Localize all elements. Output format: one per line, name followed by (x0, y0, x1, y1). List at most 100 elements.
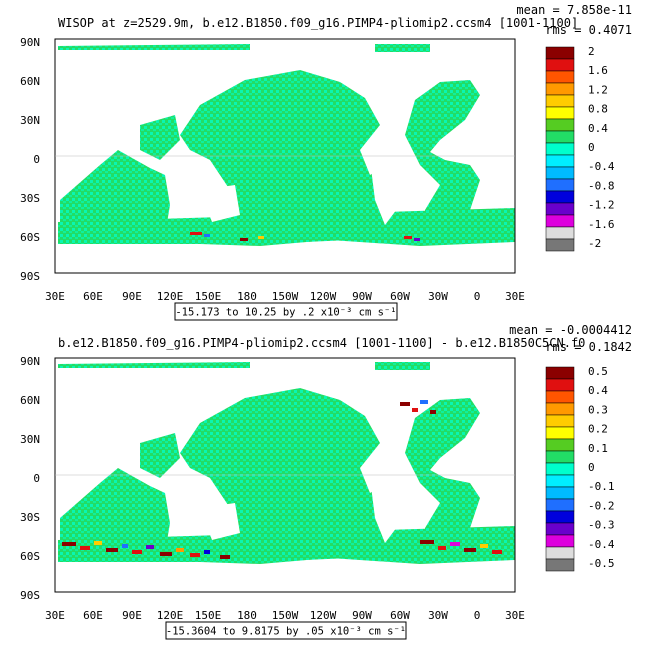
colorbar-tick-label: 0.2 (588, 423, 608, 436)
lat-label: 30N (20, 433, 40, 446)
lon-label: 180 (237, 609, 257, 622)
colorbar-swatch (545, 94, 575, 108)
colorbar-swatch (545, 378, 575, 392)
colorbar-swatch (545, 82, 575, 96)
southern-noise-top (190, 232, 420, 241)
colorbar-tick-label: -0.2 (588, 499, 615, 512)
panel-top-mean: mean = 7.858e-11 (516, 3, 632, 17)
lon-label: 30E (505, 609, 525, 622)
range-box-top: -15.173 to 10.25 by .2 x10⁻³ cm s⁻¹ (174, 302, 398, 321)
lon-label: 90W (352, 290, 372, 303)
colorbar-tick-label: -1.2 (588, 199, 615, 212)
colorbar-tick-label: 0.4 (588, 122, 608, 135)
lon-label: 150E (195, 290, 222, 303)
colorbar-swatch (545, 202, 575, 216)
lon-axis-top: 30E 60E 90E 120E 150E 180 150W 120W 90W … (45, 290, 525, 303)
colorbar-tick-label: 1.2 (588, 83, 608, 96)
lon-label: 60E (83, 609, 103, 622)
lon-label: 120E (157, 290, 184, 303)
lat-label: 90N (20, 355, 40, 368)
colorbar-swatch (545, 366, 575, 380)
lon-label: 150W (272, 290, 299, 303)
colorbar-tick-label: -0.4 (588, 538, 615, 551)
colorbar-tick-label: -0.4 (588, 160, 615, 173)
colorbar-bottom: 0.5 0.4 0.3 0.2 0.1 0 -0.1 -0.2 -0.3 -0.4 -0.5 (545, 365, 615, 572)
colorbar-tick-label: 1.6 (588, 64, 608, 77)
lon-label: 180 (237, 290, 257, 303)
lat-label: 30N (20, 114, 40, 127)
colorbar-tick-label: 0.1 (588, 442, 608, 455)
panel-top: WISOP at z=2529.9m, b.e12.B1850.f09_g16.… (20, 3, 632, 321)
lon-label: 150W (272, 609, 299, 622)
colorbar-swatch (545, 522, 575, 536)
lon-label: 30W (428, 290, 448, 303)
lon-label: 0 (474, 290, 481, 303)
range-label-bottom: -15.3604 to 9.8175 by .05 x10⁻³ cm s⁻¹ (166, 626, 406, 638)
colorbar-swatch (545, 46, 575, 60)
panel-bottom: b.e12.B1850.f09_g16.PIMP4-pliomip2.ccsm4… (20, 323, 632, 640)
colorbar-swatch (545, 214, 575, 228)
colorbar-swatch (545, 438, 575, 452)
lon-label: 90E (122, 609, 142, 622)
colorbar-swatch (545, 498, 575, 512)
colorbar-tick-label: 0.8 (588, 103, 608, 116)
panel-bottom-mean: mean = -0.0004412 (509, 323, 632, 337)
lat-label: 30S (20, 511, 40, 524)
lon-label: 30E (505, 290, 525, 303)
colorbar-swatch (545, 142, 575, 156)
colorbar-swatch (545, 534, 575, 548)
colorbar-swatch (545, 558, 575, 572)
lat-label: 30S (20, 192, 40, 205)
colorbar-swatch (545, 226, 575, 240)
lat-label: 0 (33, 153, 40, 166)
colorbar-swatch (545, 106, 575, 120)
colorbar-tick-label: 0 (588, 461, 595, 474)
colorbar-tick-label: -0.3 (588, 519, 615, 532)
lon-label: 90E (122, 290, 142, 303)
lon-label: 30E (45, 609, 65, 622)
lat-label: 90S (20, 270, 40, 283)
colorbar-swatch (545, 70, 575, 84)
colorbar-swatch (545, 462, 575, 476)
lon-label: 30E (45, 290, 65, 303)
colorbar-top: 2 1.6 1.2 0.8 0.4 0 -0.4 -0.8 -1.2 -1.6 -2 (545, 45, 615, 252)
land-top (60, 50, 410, 225)
lon-axis-bottom: 30E 60E 90E 120E 150E 180 150W 120W 90W … (45, 609, 525, 622)
range-label-top: -15.173 to 10.25 by .2 x10⁻³ cm s⁻¹ (175, 307, 396, 319)
lon-label: 120E (157, 609, 184, 622)
colorbar-swatch (545, 390, 575, 404)
colorbar-tick-label: 0.5 (588, 365, 608, 378)
lon-label: 60W (390, 290, 410, 303)
lon-label: 150E (195, 609, 222, 622)
colorbar-swatch (545, 426, 575, 440)
colorbar-tick-label: -1.6 (588, 218, 615, 231)
lon-label: 0 (474, 609, 481, 622)
colorbar-swatch (545, 190, 575, 204)
lon-label: 90W (352, 609, 372, 622)
lon-label: 60E (83, 290, 103, 303)
colorbar-swatch (545, 414, 575, 428)
colorbar-swatch (545, 450, 575, 464)
lon-label: 60W (390, 609, 410, 622)
colorbar-swatch (545, 546, 575, 560)
lat-axis-top: 90N 60N 30N 0 30S 60S 90S (20, 36, 40, 283)
lat-axis-bottom: 90N 60N 30N 0 30S 60S 90S (20, 355, 40, 602)
lat-label: 60N (20, 75, 40, 88)
lat-label: 60S (20, 550, 40, 563)
lat-label: 60N (20, 394, 40, 407)
southern-noise-bottom (62, 400, 502, 559)
colorbar-swatch (545, 474, 575, 488)
range-box-bottom: -15.3604 to 9.8175 by .05 x10⁻³ cm s⁻¹ (165, 621, 407, 640)
panel-top-title: WISOP at z=2529.9m, b.e12.B1850.f09_g16.… (58, 16, 578, 30)
colorbar-tick-label: -2 (588, 237, 601, 250)
colorbar-swatch (545, 58, 575, 72)
colorbar-tick-label: 0.4 (588, 384, 608, 397)
panel-top-rms: rms = 0.4071 (545, 23, 632, 37)
lon-label: 120W (310, 609, 337, 622)
lon-label: 120W (310, 290, 337, 303)
colorbar-swatch (545, 510, 575, 524)
colorbar-swatch (545, 486, 575, 500)
colorbar-swatch (545, 130, 575, 144)
colorbar-swatch (545, 178, 575, 192)
